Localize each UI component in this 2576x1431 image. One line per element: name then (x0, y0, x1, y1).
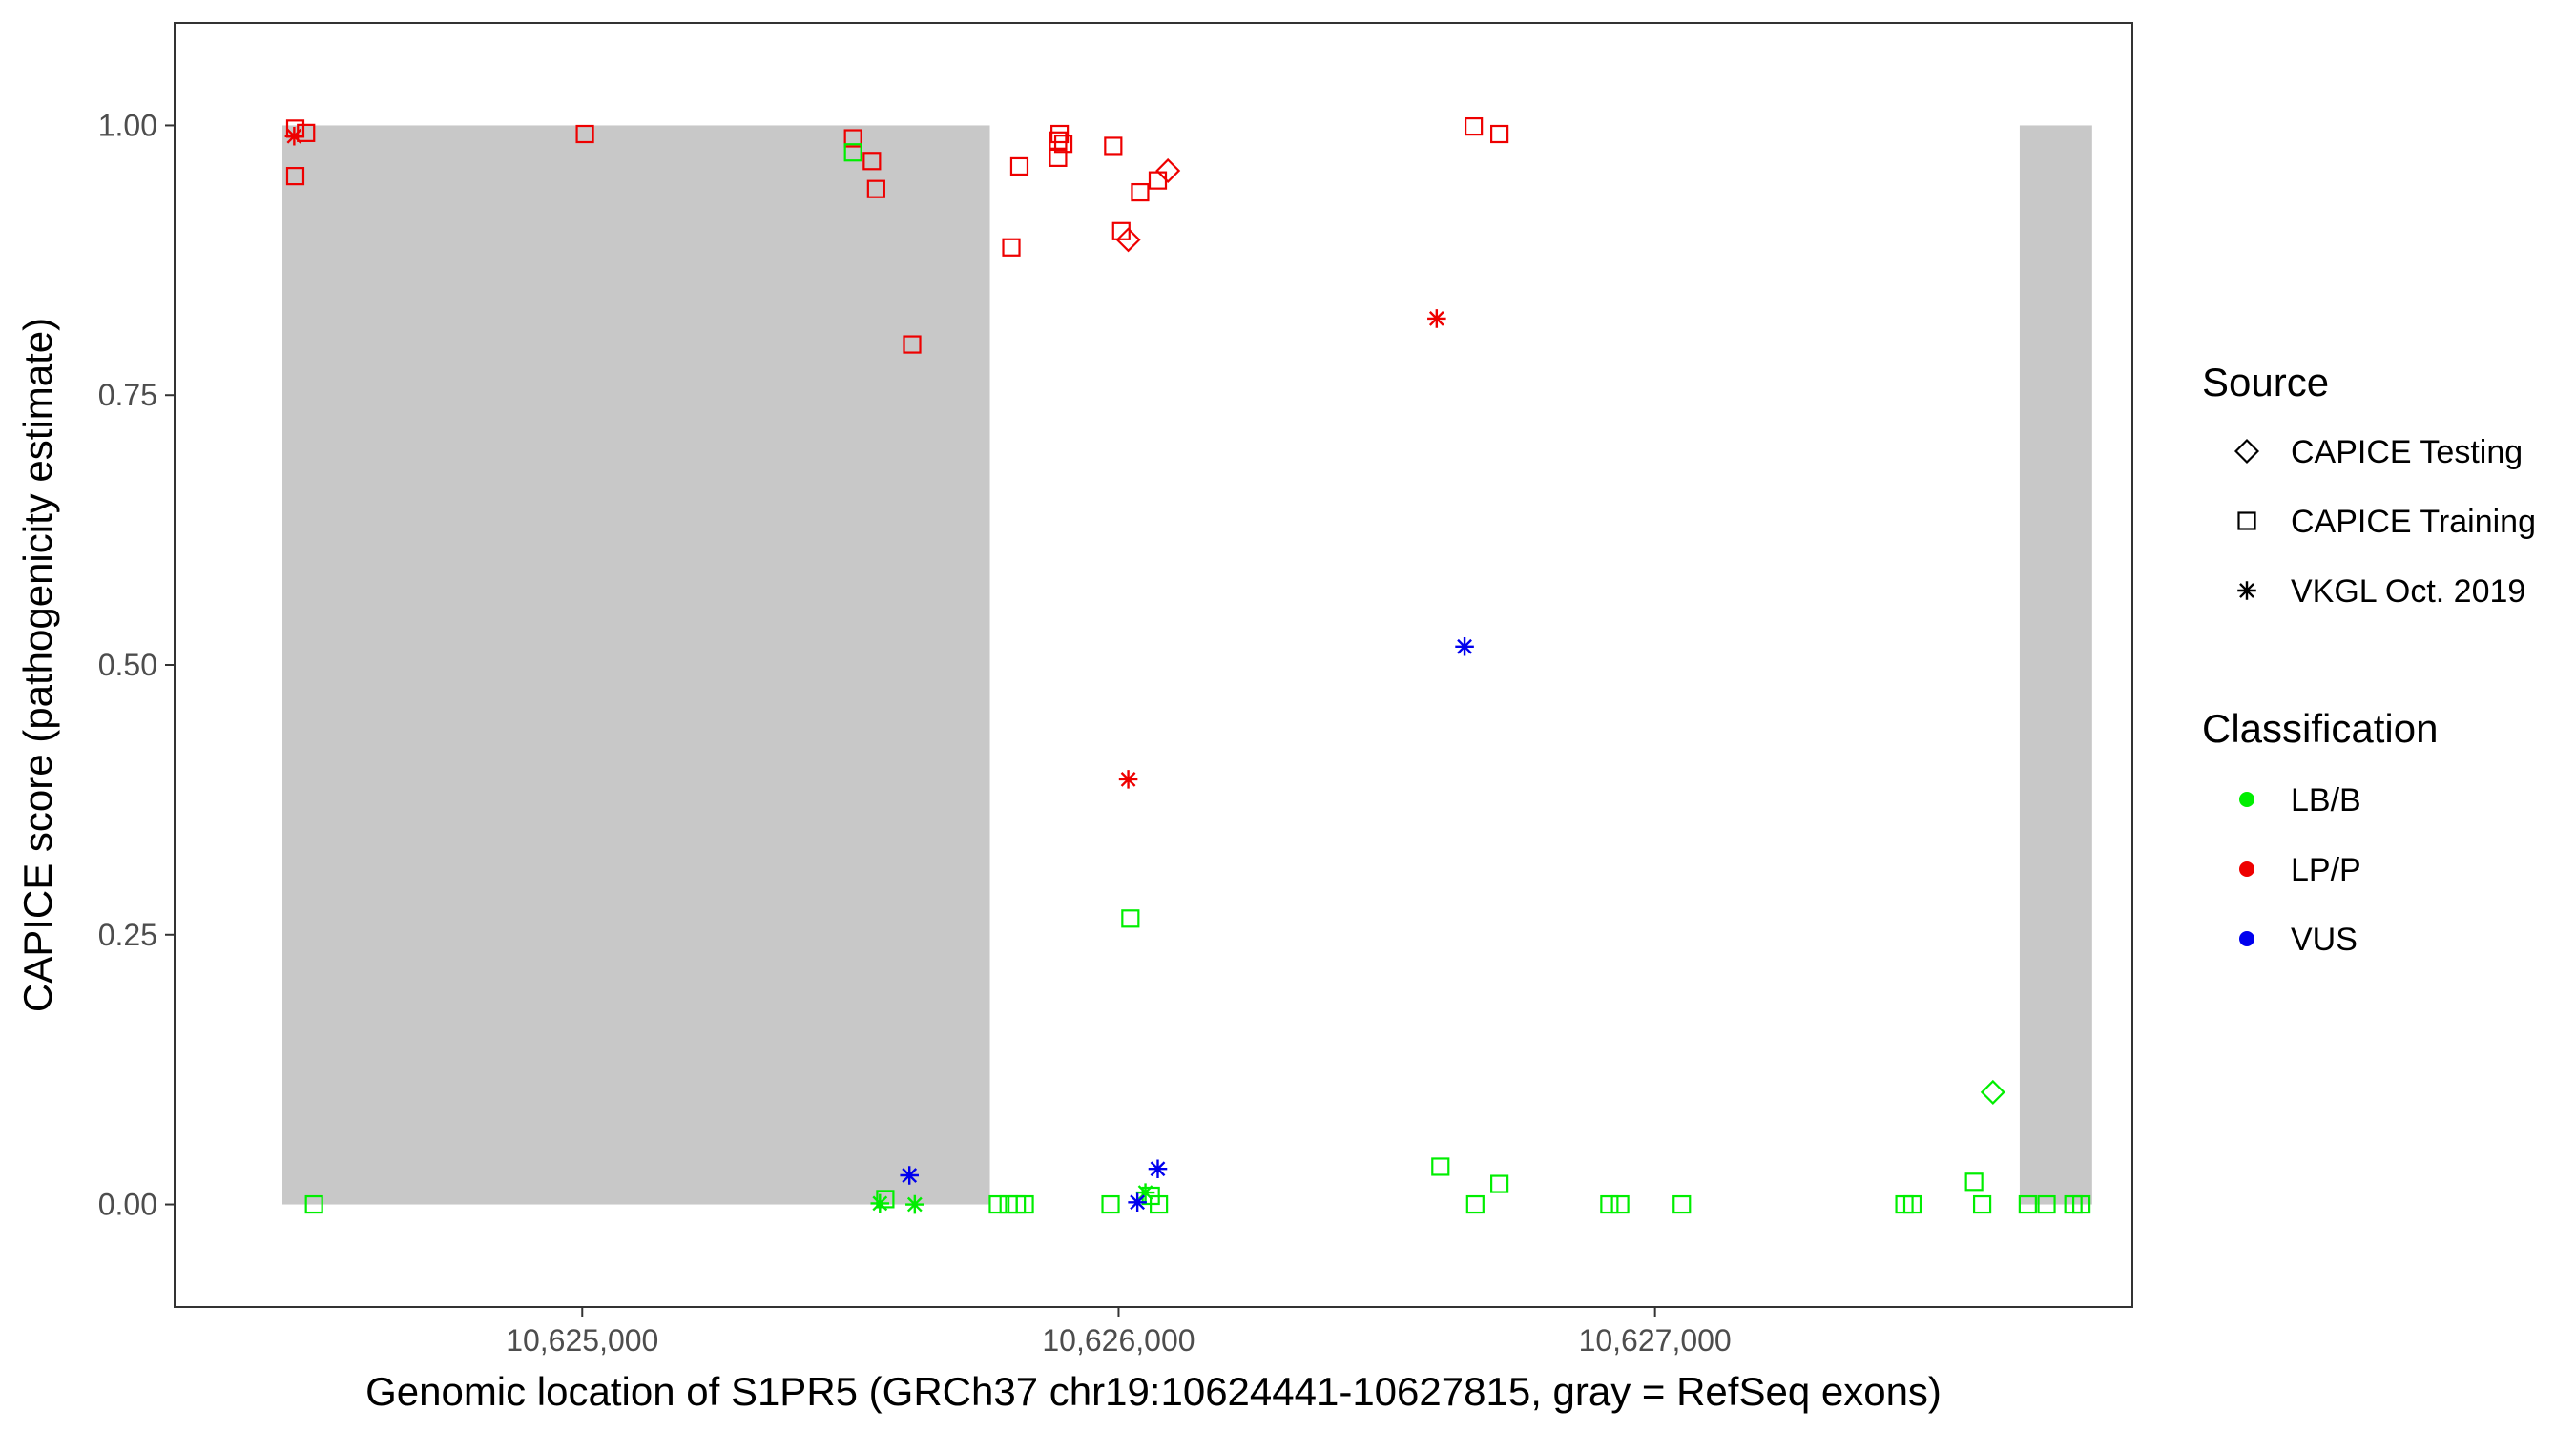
data-point (575, 124, 594, 144)
x-tick-label: 10,625,000 (506, 1323, 658, 1358)
legend-class-label: LB/B (2291, 782, 2361, 819)
legend-classification-title: Classification (2202, 706, 2438, 751)
data-point (1148, 1159, 1168, 1178)
data-point (1150, 1194, 1169, 1214)
data-point (1131, 182, 1150, 202)
data-point (2018, 1194, 2037, 1214)
data-point (1427, 309, 1446, 328)
data-point (1128, 1192, 1147, 1213)
data-point (1135, 1183, 1155, 1202)
x-tick-label: 10,627,000 (1579, 1323, 1732, 1358)
data-point (285, 167, 305, 186)
data-point (1155, 157, 1181, 183)
data-point (304, 1194, 323, 1214)
exon-region (282, 125, 990, 1205)
data-point (1964, 1172, 1984, 1192)
legend-class-label: LP/P (2291, 852, 2361, 888)
data-point (900, 1166, 919, 1185)
data-point (1049, 148, 1068, 167)
data-point (1015, 1194, 1034, 1214)
legend: Source CAPICE Testing CAPICE Training VKGL… (2202, 360, 2536, 958)
data-point (1672, 1194, 1692, 1214)
y-axis-label: CAPICE score (pathogenicity estimate) (15, 318, 60, 1012)
exon-regions (282, 125, 2092, 1205)
y-tick-label: 0.00 (98, 1188, 157, 1222)
legend-source-title: Source (2202, 360, 2329, 404)
y-tick-label: 0.25 (98, 918, 157, 952)
data-point (1050, 124, 1070, 144)
data-point (1053, 135, 1073, 154)
x-tick-label: 10,626,000 (1042, 1323, 1195, 1358)
data-point (1118, 770, 1138, 789)
data-point (1104, 136, 1123, 156)
data-point (2071, 1194, 2091, 1214)
exon-region (2019, 125, 2092, 1205)
data-point (1002, 238, 1021, 257)
data-point (1455, 636, 1474, 656)
y-tick-label: 0.50 (98, 648, 157, 682)
x-axis-label: Genomic location of S1PR5 (GRCh37 chr19:… (365, 1369, 1942, 1414)
data-point (1101, 1194, 1120, 1214)
legend-key-asterisk (2237, 581, 2256, 600)
data-point (1465, 1194, 1485, 1214)
data-point (843, 143, 862, 162)
data-point (1490, 124, 1509, 144)
y-tick-label: 0.75 (98, 378, 157, 412)
data-point (866, 179, 885, 198)
data-point (1972, 1194, 1992, 1214)
data-point (988, 1194, 1008, 1214)
data-point (1431, 1157, 1450, 1176)
data-point (903, 335, 922, 354)
data-point (1902, 1194, 1922, 1214)
legend-key-square (2237, 511, 2256, 530)
data-point (870, 1193, 890, 1213)
data-point (1600, 1194, 1619, 1214)
data-point (843, 129, 862, 148)
data-point (1115, 227, 1141, 253)
legend-key-dot (2239, 792, 2254, 807)
legend-source-label: VKGL Oct. 2019 (2291, 573, 2525, 610)
legend-class-label: VUS (2291, 922, 2358, 958)
data-point (284, 126, 304, 146)
data-point (1490, 1174, 1509, 1193)
data-point (905, 1194, 924, 1214)
axes: 0.00 0.25 0.50 0.75 1.00 10,625,000 10,626,000… (98, 108, 1732, 1358)
data-point (1980, 1079, 2005, 1105)
legend-key-dot (2239, 931, 2254, 946)
legend-source-label: CAPICE Testing (2291, 434, 2523, 470)
data-point (1465, 116, 1484, 136)
legend-key-dot (2239, 861, 2254, 877)
data-point (1121, 909, 1140, 928)
y-tick-label: 1.00 (98, 108, 157, 142)
data-point (1009, 156, 1029, 176)
legend-key-diamond (2233, 438, 2260, 465)
data-points (284, 116, 2091, 1214)
legend-source-label: CAPICE Training (2291, 504, 2536, 540)
data-point (2037, 1194, 2056, 1214)
data-point (1610, 1194, 1630, 1214)
data-point (862, 152, 882, 171)
